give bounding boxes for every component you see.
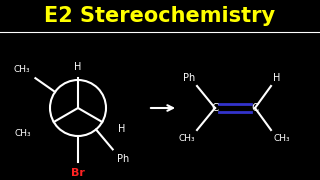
Text: CH₃: CH₃ [15,129,31,138]
Text: Ph: Ph [117,154,130,165]
Text: Br: Br [71,168,85,178]
Text: H: H [118,124,126,134]
Text: H: H [273,73,280,83]
Text: C: C [251,103,259,113]
Text: CH₃: CH₃ [178,134,195,143]
Text: C: C [211,103,219,113]
Text: Ph: Ph [183,73,195,83]
Text: H: H [74,62,82,72]
Text: E2 Stereochemistry: E2 Stereochemistry [44,6,276,26]
Text: CH₃: CH₃ [13,65,30,74]
Text: CH₃: CH₃ [273,134,290,143]
